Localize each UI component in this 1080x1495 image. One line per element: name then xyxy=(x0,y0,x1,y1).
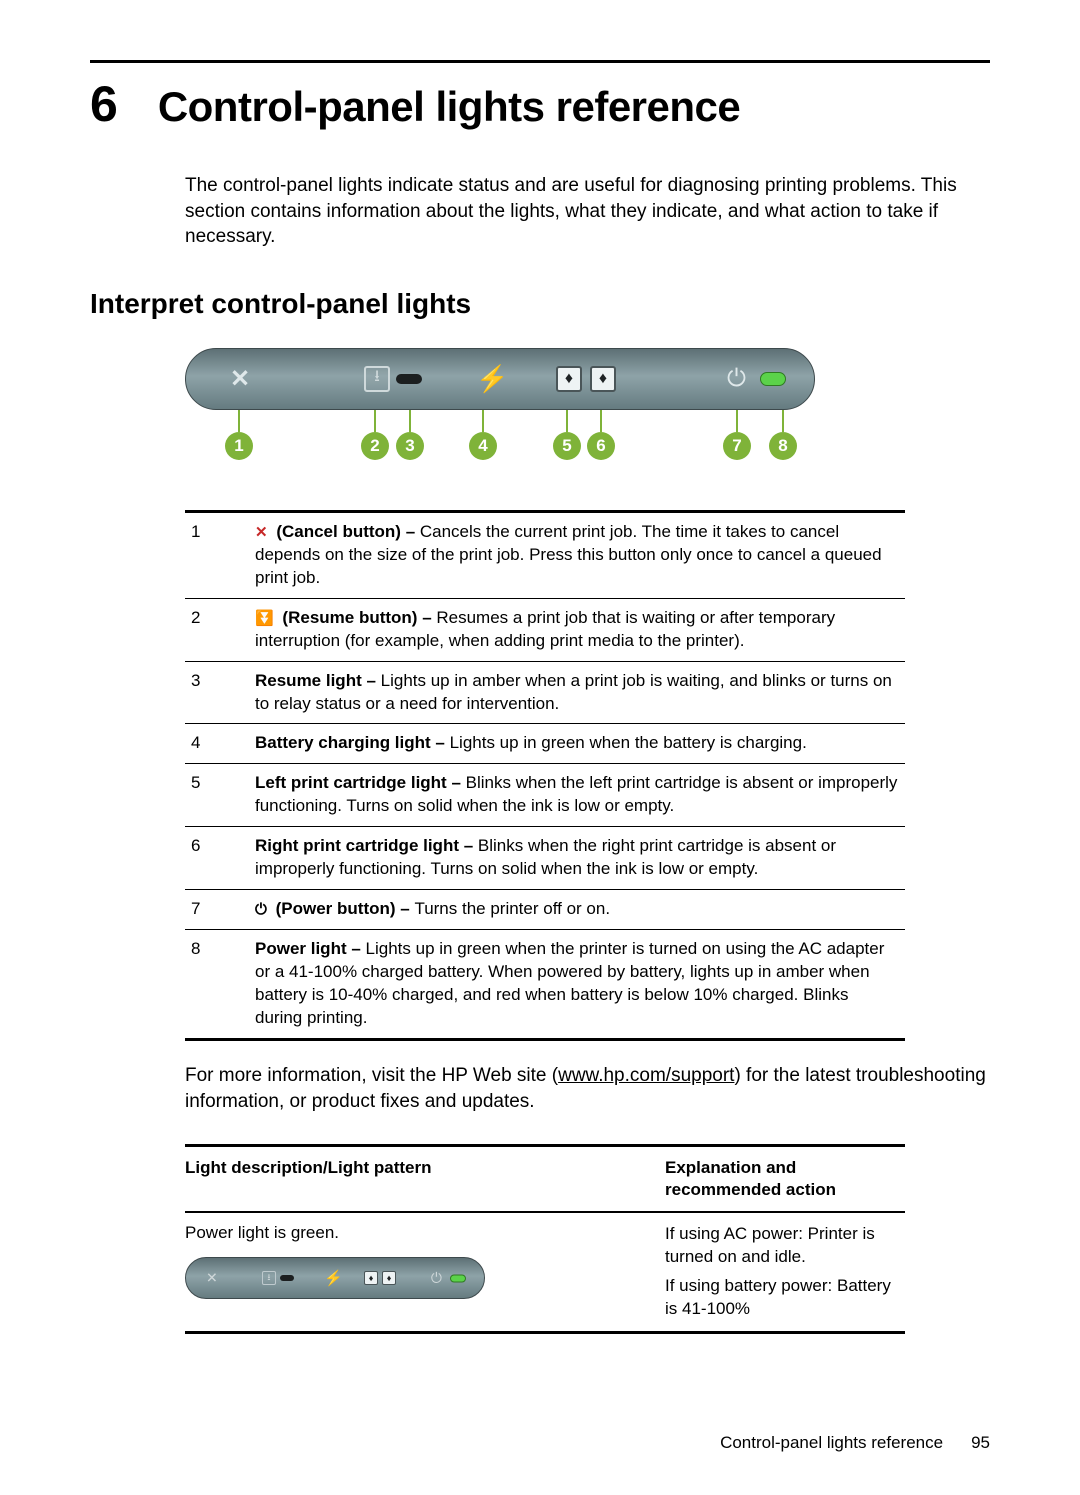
legend-description: ⏬ (Resume button) – Resumes a print job … xyxy=(255,607,905,653)
mini-panel-diagram: ✕ ⭳ ⚡ ♦♦ ⏻ xyxy=(185,1257,485,1299)
callout-5: 5 xyxy=(553,410,581,460)
pattern-description-cell: Power light is green. ✕ ⭳ ⚡ ♦♦ ⏻ xyxy=(185,1223,665,1321)
chapter-title: Control-panel lights reference xyxy=(158,83,740,131)
callout-8: 8 xyxy=(769,410,797,460)
legend-description: Left print cartridge light – Blinks when… xyxy=(255,772,905,818)
right-cartridge-icon: ♦ xyxy=(590,366,616,392)
power-cluster: ⏻ xyxy=(727,365,786,393)
section-heading: Interpret control-panel lights xyxy=(90,288,990,320)
legend-number: 7 xyxy=(185,898,255,921)
left-cartridge-icon: ♦ xyxy=(556,366,582,392)
mini-resume-cluster: ⭳ xyxy=(262,1271,294,1285)
pattern-row: Power light is green. ✕ ⭳ ⚡ ♦♦ ⏻ If usin… xyxy=(185,1213,905,1331)
callout-row: 1 234 56 78 xyxy=(185,410,815,480)
mini-power-cluster: ⏻ xyxy=(431,1270,466,1287)
explanation-line-1: If using AC power: Printer is turned on … xyxy=(665,1223,905,1269)
explanation-line-2: If using battery power: Battery is 41-10… xyxy=(665,1275,905,1321)
intro-paragraph: The control-panel lights indicate status… xyxy=(185,173,990,250)
legend-number: 4 xyxy=(185,732,255,755)
legend-description: Right print cartridge light – Blinks whe… xyxy=(255,835,905,881)
legend-row: 2⏬ (Resume button) – Resumes a print job… xyxy=(185,599,905,662)
pattern-explanation-cell: If using AC power: Printer is turned on … xyxy=(665,1223,905,1321)
mini-cartridge-icons: ♦♦ xyxy=(364,1271,396,1285)
resume-icon: ⭳ xyxy=(364,366,390,392)
legend-description: Power light – Lights up in green when th… xyxy=(255,938,905,1030)
more-info-pre: For more information, visit the HP Web s… xyxy=(185,1065,558,1086)
callout-6: 6 xyxy=(587,410,615,460)
legend-row: 5Left print cartridge light – Blinks whe… xyxy=(185,764,905,827)
legend-number: 3 xyxy=(185,670,255,716)
cartridge-lights: ♦ ♦ xyxy=(556,366,616,392)
callout-3: 3 xyxy=(396,410,424,460)
resume-light-icon xyxy=(396,374,422,384)
legend-number: 5 xyxy=(185,772,255,818)
legend-number: 2 xyxy=(185,607,255,653)
chapter-number: 6 xyxy=(90,75,118,133)
legend-row: 7⏻ (Power button) – Turns the printer of… xyxy=(185,890,905,930)
header-explanation: Explanation and recommended action xyxy=(665,1147,905,1211)
legend-row: 3Resume light – Lights up in amber when … xyxy=(185,662,905,725)
pattern-table: Light description/Light pattern Explanat… xyxy=(185,1144,905,1334)
more-info-paragraph: For more information, visit the HP Web s… xyxy=(185,1063,990,1114)
legend-description: Battery charging light – Lights up in gr… xyxy=(255,732,905,755)
mini-cancel-icon: ✕ xyxy=(206,1270,218,1287)
callout-2: 2 xyxy=(361,410,389,460)
power-light-icon xyxy=(760,372,786,386)
callout-4: 4 xyxy=(469,410,497,460)
pattern-description-text: Power light is green. xyxy=(185,1223,625,1243)
battery-charging-icon: ⚡ xyxy=(476,363,508,394)
control-panel-diagram: ✕ ⭳ ⚡ ♦ ♦ ⏻ 1 234 56 78 xyxy=(185,348,990,480)
footer-title: Control-panel lights reference xyxy=(720,1433,943,1453)
legend-row: 1✕ (Cancel button) – Cancels the current… xyxy=(185,513,905,599)
resume-cluster: ⭳ xyxy=(364,366,422,392)
legend-row: 8Power light – Lights up in green when t… xyxy=(185,930,905,1038)
mini-battery-icon: ⚡ xyxy=(324,1269,343,1287)
legend-table: 1✕ (Cancel button) – Cancels the current… xyxy=(185,510,905,1041)
support-link[interactable]: www.hp.com/support xyxy=(558,1065,734,1086)
legend-number: 6 xyxy=(185,835,255,881)
power-icon: ⏻ xyxy=(727,365,746,393)
callout-7: 7 xyxy=(723,410,751,460)
legend-description: Resume light – Lights up in amber when a… xyxy=(255,670,905,716)
pattern-table-header: Light description/Light pattern Explanat… xyxy=(185,1147,905,1213)
legend-description: ⏻ (Power button) – Turns the printer off… xyxy=(255,898,905,921)
page-footer: Control-panel lights reference 95 xyxy=(720,1433,990,1453)
chapter-rule xyxy=(90,60,990,63)
callout-1: 1 xyxy=(225,410,253,460)
header-description: Light description/Light pattern xyxy=(185,1147,665,1211)
legend-number: 1 xyxy=(185,521,255,590)
panel-body: ✕ ⭳ ⚡ ♦ ♦ ⏻ xyxy=(185,348,815,410)
chapter-heading: 6 Control-panel lights reference xyxy=(90,75,990,133)
legend-row: 4Battery charging light – Lights up in g… xyxy=(185,724,905,764)
legend-row: 6Right print cartridge light – Blinks wh… xyxy=(185,827,905,890)
cancel-icon: ✕ xyxy=(230,364,250,393)
legend-description: ✕ (Cancel button) – Cancels the current … xyxy=(255,521,905,590)
footer-page-number: 95 xyxy=(971,1433,990,1453)
legend-number: 8 xyxy=(185,938,255,1030)
